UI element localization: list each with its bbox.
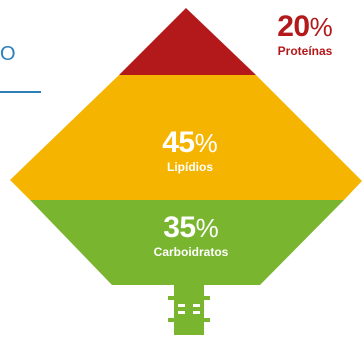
stand [168, 285, 210, 335]
segment-lipidios [10, 75, 362, 200]
proteinas-value: 20% Proteínas [277, 10, 333, 59]
divider-line [0, 91, 41, 93]
lipidios-value: 45% Lipídios [162, 126, 218, 175]
lipidios-label: Lipídios [167, 160, 213, 174]
carboidratos-value: 35% Carboidratos [153, 211, 229, 260]
segment-proteinas [119, 8, 256, 75]
proteinas-unit: % [309, 12, 333, 42]
lipidios-unit: % [194, 128, 218, 158]
segment-carboidratos [30, 200, 344, 285]
carboidratos-unit: % [195, 213, 219, 243]
carboidratos-number: 35 [163, 211, 196, 244]
lipidios-number: 45 [162, 126, 195, 159]
carboidratos-label: Carboidratos [153, 245, 229, 259]
proteinas-label: Proteínas [277, 44, 333, 58]
proteinas-number: 20 [277, 10, 310, 43]
partial-heading-letter: O [0, 43, 16, 65]
